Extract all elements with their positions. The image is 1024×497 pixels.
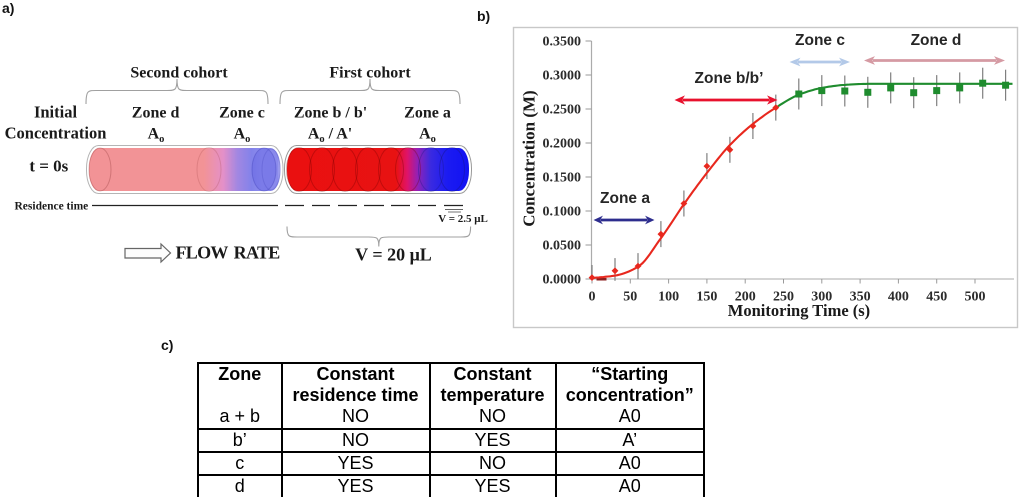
svg-text:c): c)	[161, 337, 173, 353]
svg-text:100: 100	[658, 290, 679, 305]
svg-text:0.1500: 0.1500	[543, 170, 582, 185]
svg-text:a): a)	[2, 0, 14, 16]
svg-text:Monitoring Time (s): Monitoring Time (s)	[728, 301, 870, 320]
svg-text:200: 200	[735, 290, 756, 305]
svg-text:Ao / A': Ao / A'	[308, 126, 352, 146]
svg-text:Residence time: Residence time	[15, 201, 89, 213]
svg-text:0.3000: 0.3000	[543, 68, 582, 83]
svg-text:Zone a: Zone a	[600, 190, 650, 207]
svg-text:400: 400	[888, 290, 909, 305]
svg-text:Zone c: Zone c	[219, 105, 265, 122]
svg-text:0: 0	[589, 290, 596, 305]
svg-text:First cohort: First cohort	[329, 65, 411, 82]
svg-text:Zone d: Zone d	[911, 32, 962, 49]
svg-text:150: 150	[696, 290, 717, 305]
svg-text:Ao: Ao	[234, 126, 251, 146]
svg-text:Concentration (M): Concentration (M)	[520, 90, 539, 226]
svg-text:Concentration: Concentration	[5, 124, 107, 143]
svg-text:Zone d: Zone d	[132, 105, 180, 122]
svg-text:350: 350	[850, 290, 871, 305]
svg-text:V = 20 μL: V = 20 μL	[355, 245, 432, 265]
svg-text:0.0500: 0.0500	[543, 238, 582, 253]
svg-text:250: 250	[773, 290, 794, 305]
svg-text:500: 500	[965, 290, 986, 305]
svg-text:Ao: Ao	[419, 126, 436, 146]
svg-text:Zone c: Zone c	[795, 32, 845, 49]
svg-text:Zone a: Zone a	[404, 105, 451, 122]
svg-text:0.2500: 0.2500	[543, 102, 582, 117]
svg-text:450: 450	[926, 290, 947, 305]
svg-text:0.0000: 0.0000	[543, 272, 582, 287]
svg-text:FLOW RATE: FLOW RATE	[176, 243, 281, 263]
svg-text:V = 2.5 μL: V = 2.5 μL	[438, 213, 488, 225]
svg-text:t = 0s: t = 0s	[29, 157, 68, 176]
svg-text:300: 300	[811, 290, 832, 305]
svg-text:50: 50	[623, 290, 637, 305]
svg-text:Zone b/b’: Zone b/b’	[695, 70, 764, 87]
svg-text:0.2000: 0.2000	[543, 136, 582, 151]
svg-text:Ao: Ao	[148, 126, 165, 146]
svg-text:0.3500: 0.3500	[543, 34, 582, 49]
svg-text:0.1000: 0.1000	[543, 204, 582, 219]
svg-text:Second cohort: Second cohort	[130, 65, 228, 82]
svg-text:b): b)	[477, 8, 490, 24]
svg-text:Initial: Initial	[34, 103, 78, 122]
svg-text:Zone b / b': Zone b / b'	[294, 105, 367, 122]
